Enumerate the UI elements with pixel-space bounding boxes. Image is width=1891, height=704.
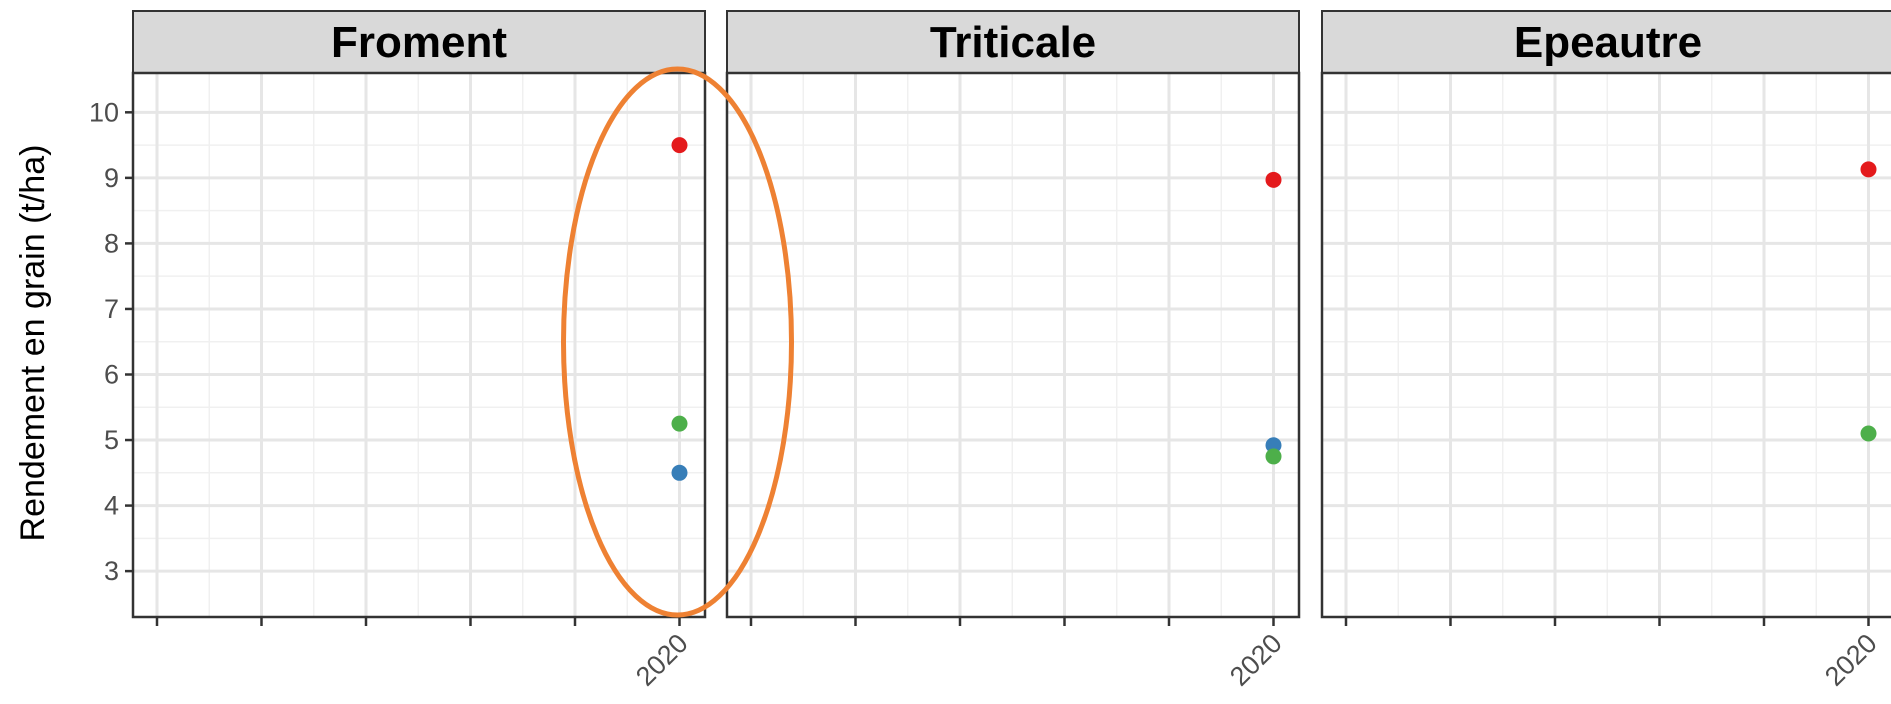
x-tick-label: 2020	[630, 628, 694, 692]
data-point-3	[671, 464, 688, 481]
y-axis: 3 4 5 6 7 8 9 10	[89, 97, 133, 586]
panel-border	[131, 71, 707, 619]
data-point-1	[671, 137, 688, 154]
data-point-1	[1860, 161, 1877, 178]
facet-panels: Froment 2020 Triticale 2020 Epeautre 2020	[131, 10, 1891, 692]
y-tick-label: 6	[104, 359, 119, 389]
highlight-overlay	[561, 66, 794, 618]
panel-border	[1320, 71, 1891, 619]
facet-panel-triticale: Triticale 2020	[725, 10, 1301, 692]
facet-strip-label: Triticale	[930, 18, 1096, 67]
data-point-2	[1860, 425, 1877, 442]
y-tick-label: 10	[89, 97, 119, 127]
data-point-2	[1265, 437, 1282, 454]
y-tick-label: 8	[104, 228, 119, 258]
facet-strip-label: Froment	[331, 18, 507, 67]
x-tick-label: 2020	[1819, 628, 1883, 692]
highlight-ellipse	[561, 66, 794, 618]
facet-strip-label: Epeautre	[1514, 18, 1702, 67]
data-point-1	[1265, 171, 1282, 188]
y-axis-title: Rendement en grain (t/ha)	[14, 145, 52, 542]
y-tick-label: 9	[104, 163, 119, 193]
data-point-2	[671, 415, 688, 432]
facet-panel-epeautre: Epeautre 2020	[1320, 10, 1891, 692]
facet-strip	[726, 10, 1300, 74]
y-tick-label: 3	[104, 556, 119, 586]
facet-panel-froment: Froment 2020	[131, 10, 707, 692]
y-tick-label: 5	[104, 425, 119, 455]
y-tick-label: 7	[104, 294, 119, 324]
x-tick-label: 2020	[1224, 628, 1288, 692]
y-tick-label: 4	[104, 491, 119, 521]
panel-border	[725, 71, 1301, 619]
facet-strip	[132, 10, 706, 74]
data-point-3	[1265, 448, 1282, 465]
